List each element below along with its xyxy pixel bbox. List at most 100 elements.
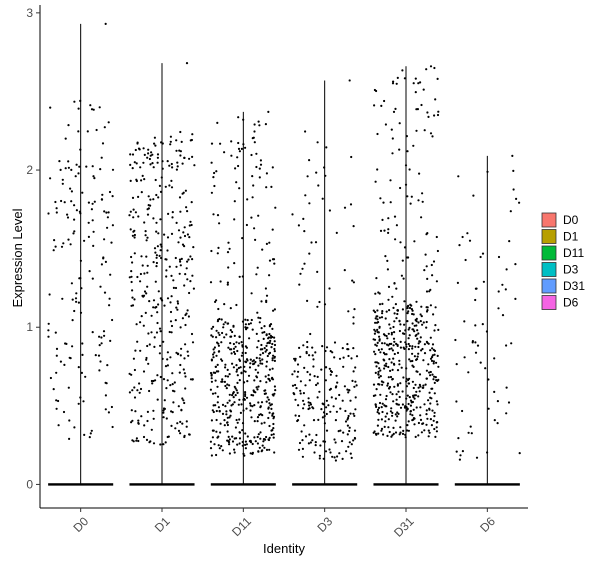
data-point (261, 449, 264, 452)
data-point (354, 408, 357, 411)
data-point (271, 166, 274, 169)
data-point (236, 381, 239, 384)
data-point (291, 384, 295, 387)
data-point (373, 328, 376, 331)
data-point (271, 258, 275, 261)
data-point (75, 163, 78, 166)
data-point (256, 416, 260, 419)
data-point (135, 162, 138, 165)
data-point (144, 234, 147, 237)
data-point (177, 241, 180, 244)
data-point (340, 440, 344, 443)
data-point (265, 344, 268, 347)
data-point (374, 371, 377, 374)
data-point (328, 287, 331, 290)
data-point (265, 365, 268, 368)
data-point (352, 370, 355, 373)
data-point (479, 361, 482, 364)
data-point (231, 440, 235, 443)
data-point (413, 330, 416, 333)
data-point (105, 211, 108, 214)
data-point (295, 387, 298, 390)
data-point (210, 358, 213, 361)
data-point (146, 213, 150, 216)
data-point (166, 297, 170, 300)
data-point (417, 332, 420, 335)
data-point (392, 325, 395, 329)
data-point (143, 272, 146, 275)
data-point (147, 152, 150, 155)
data-point (271, 327, 274, 330)
data-point (261, 348, 264, 351)
data-point (155, 331, 159, 334)
data-point (256, 442, 259, 445)
data-point (223, 419, 226, 422)
data-point (55, 347, 59, 350)
data-point (323, 166, 326, 169)
data-point (79, 259, 82, 262)
data-point (160, 245, 163, 248)
data-point (142, 294, 146, 297)
data-point (406, 256, 409, 259)
data-point (139, 321, 142, 324)
data-point (389, 201, 392, 204)
data-point (383, 404, 386, 407)
data-point (348, 389, 351, 392)
data-point (226, 430, 229, 433)
data-point (231, 403, 234, 406)
data-point (106, 216, 109, 219)
data-point (68, 419, 71, 422)
data-point (333, 456, 336, 459)
data-point (186, 233, 189, 236)
data-point (129, 228, 132, 231)
data-point (47, 322, 50, 325)
data-point (73, 230, 76, 233)
data-point (223, 303, 226, 306)
data-point (407, 382, 410, 385)
data-point (62, 410, 66, 414)
data-point (133, 298, 136, 301)
data-point (379, 351, 382, 354)
data-point (233, 437, 236, 440)
data-point (101, 193, 104, 196)
data-point (183, 434, 186, 437)
data-point (244, 361, 248, 364)
data-point (308, 159, 311, 162)
data-point (435, 235, 438, 239)
data-point (345, 450, 348, 453)
data-point (257, 433, 260, 436)
data-point (139, 272, 142, 276)
data-point (354, 380, 357, 383)
data-point (229, 335, 232, 338)
data-point (347, 391, 350, 394)
data-point (291, 373, 294, 376)
data-point (235, 364, 238, 367)
data-point (218, 410, 221, 413)
data-point (353, 429, 357, 432)
data-point (514, 297, 517, 300)
data-point (378, 303, 382, 306)
data-point (170, 274, 173, 277)
data-point (394, 238, 397, 241)
data-point (236, 374, 239, 377)
data-point (143, 153, 146, 156)
data-point (387, 365, 390, 369)
data-point (168, 184, 171, 187)
data-point (418, 172, 421, 175)
data-point (273, 308, 276, 311)
data-point (213, 346, 216, 349)
data-point (386, 259, 389, 262)
data-point (455, 400, 458, 403)
data-point (255, 152, 258, 155)
data-point (47, 329, 50, 332)
data-point (391, 82, 395, 85)
data-point (156, 153, 160, 156)
data-point (387, 217, 390, 220)
data-point (79, 212, 82, 215)
data-point (403, 77, 406, 80)
data-point (241, 320, 245, 323)
data-point (308, 354, 311, 357)
data-point (227, 346, 230, 349)
legend-key-D6 (541, 295, 557, 310)
data-point (309, 403, 313, 406)
